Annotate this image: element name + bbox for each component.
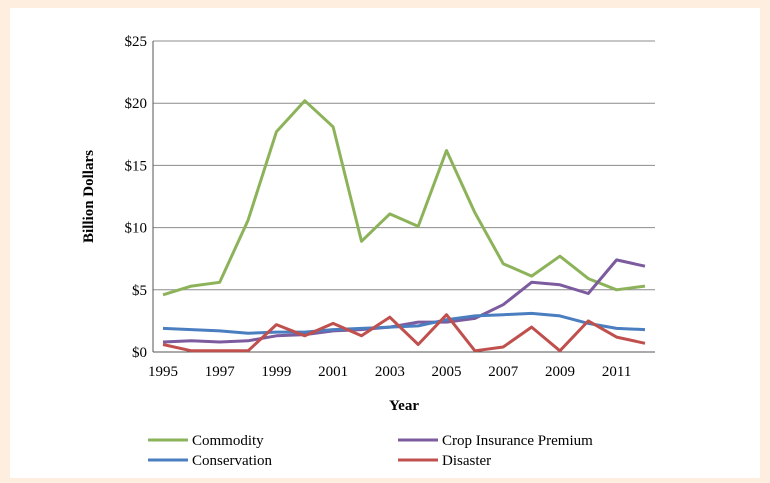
chart-frame: $0 $5 $10 $15 $20 $25 1995 1997 1999 2001 2003 200… xyxy=(10,8,760,478)
x-tick-label: 2005 xyxy=(432,364,462,380)
y-tick-label: $15 xyxy=(125,158,148,174)
legend-label-conservation: Conservation xyxy=(192,453,272,469)
gridlines xyxy=(152,40,655,353)
x-tick-labels: 1995 1997 1999 2001 2003 2005 2007 2009 2011 xyxy=(148,364,631,380)
legend-label-crop-insurance-premium: Crop Insurance Premium xyxy=(442,433,593,449)
series-lines xyxy=(162,99,646,353)
y-tick-label: $20 xyxy=(125,96,148,112)
y-tick-label: $10 xyxy=(125,221,148,237)
x-axis-title: Year xyxy=(389,398,419,414)
series-line-disaster xyxy=(162,313,646,353)
x-tick-label: 2001 xyxy=(318,364,348,380)
series-line-commodity xyxy=(162,99,646,297)
x-tick-label: 2007 xyxy=(488,364,519,380)
x-tick-label: 2009 xyxy=(545,364,575,380)
series-line-crop-insurance-premium xyxy=(162,258,646,344)
x-tick-label: 1997 xyxy=(205,364,236,380)
y-tick-labels: $0 $5 $10 $15 $20 $25 xyxy=(125,34,148,361)
x-tick-label: 2003 xyxy=(375,364,405,380)
x-tick-label: 1999 xyxy=(261,364,291,380)
y-tick-label: $0 xyxy=(132,345,147,361)
series-line-conservation xyxy=(162,311,646,335)
y-tick-label: $5 xyxy=(132,283,147,299)
x-tick-label: 2011 xyxy=(602,364,631,380)
y-axis-title: Billion Dollars xyxy=(81,150,97,243)
line-chart: $0 $5 $10 $15 $20 $25 1995 1997 1999 2001 2003 200… xyxy=(81,34,655,469)
legend: Commodity Crop Insurance Premium Conservat… xyxy=(148,433,593,469)
legend-label-commodity: Commodity xyxy=(192,433,264,449)
y-tick-label: $25 xyxy=(125,34,148,50)
x-tick-label: 1995 xyxy=(148,364,178,380)
legend-label-disaster: Disaster xyxy=(442,453,491,469)
